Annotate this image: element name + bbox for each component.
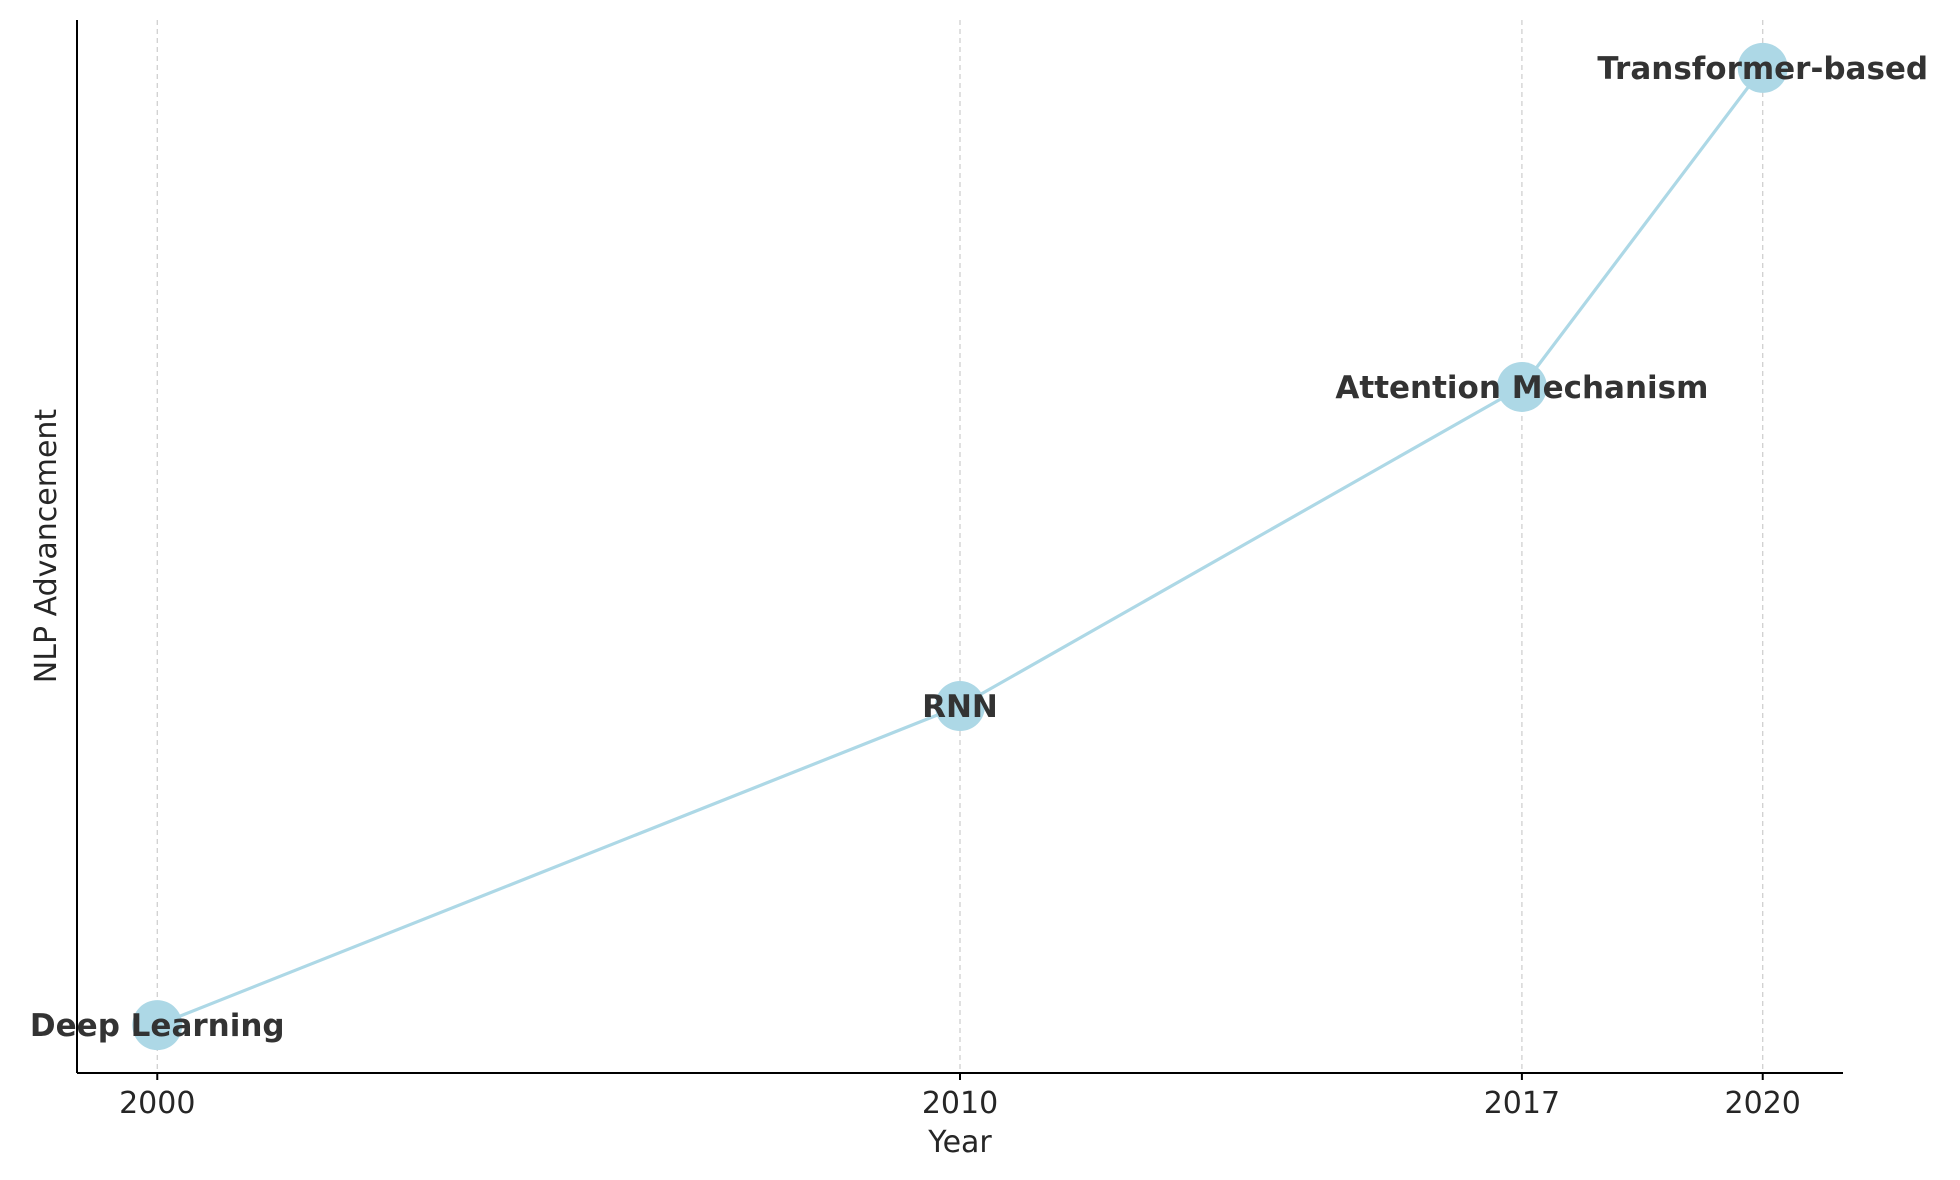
y-axis-title: NLP Advancement [29,409,64,684]
data-point-label: Transformer-based [1597,51,1928,87]
x-tick-label: 2020 [1725,1086,1801,1121]
data-point-label: RNN [922,689,998,725]
data-point-label: Attention Mechanism [1335,370,1708,406]
x-tick-label: 2017 [1484,1086,1560,1121]
data-point-marker [1496,361,1547,412]
data-point-label: Deep Learning [30,1008,285,1044]
data-point-marker [1737,42,1788,93]
x-tick-label: 2000 [119,1086,195,1121]
series-line [156,66,1765,1027]
grid-layer [156,20,1764,1073]
x-tick-label: 2010 [922,1086,998,1121]
labels-layer: Deep Learning RNN Attention Mechanism Trans… [30,51,1928,1044]
series-layer [132,42,1788,1051]
x-axis-title: Year [927,1125,992,1160]
data-point-marker [132,1000,183,1051]
ticks-layer: 2000 2010 2017 2020 [119,1073,1801,1121]
data-point-marker [935,681,985,732]
